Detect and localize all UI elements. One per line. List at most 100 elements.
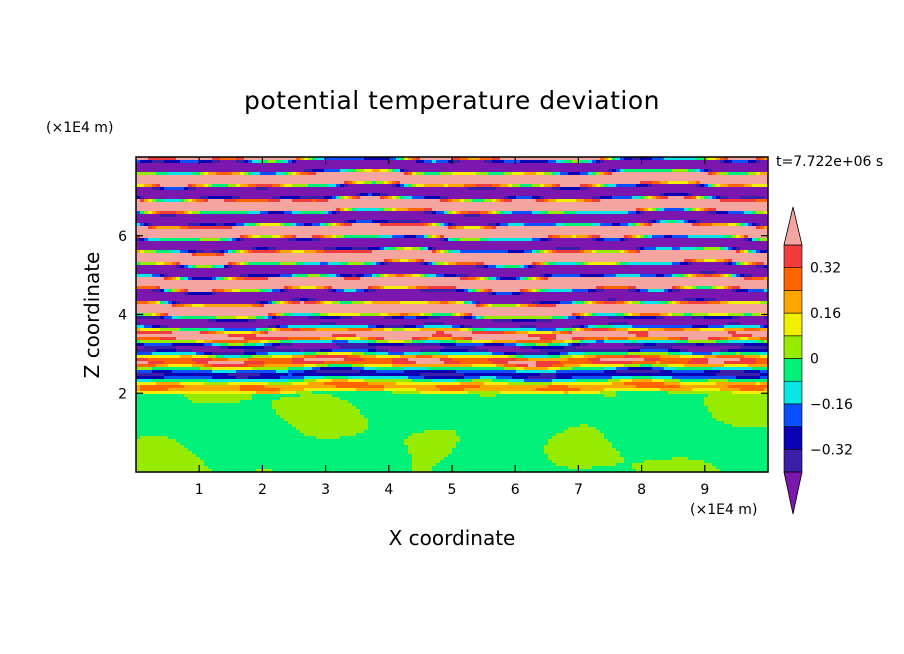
field-cell xyxy=(200,157,205,161)
field-cell xyxy=(528,166,533,170)
field-cell xyxy=(248,175,253,179)
field-cell xyxy=(712,169,717,173)
field-cell xyxy=(452,166,457,170)
field-cell xyxy=(652,172,657,176)
field-cell xyxy=(580,175,585,179)
field-cell xyxy=(224,157,229,161)
field-cell xyxy=(136,172,141,176)
field-cell xyxy=(704,163,709,167)
field-cell xyxy=(476,172,481,176)
field-cell xyxy=(596,172,601,176)
field-cell xyxy=(752,163,757,167)
field-cell xyxy=(728,172,733,176)
field-cell xyxy=(392,172,397,176)
field-cell xyxy=(392,169,397,173)
field-cell xyxy=(532,166,537,170)
field-cell xyxy=(468,166,473,170)
field-cell xyxy=(452,157,457,161)
field-cell xyxy=(532,175,537,179)
field-cell xyxy=(504,157,509,161)
field-cell xyxy=(680,169,685,173)
field-cell xyxy=(240,163,245,167)
field-cell xyxy=(676,175,681,179)
field-cell xyxy=(544,175,549,179)
field-cell xyxy=(216,160,221,164)
field-cell xyxy=(716,175,721,179)
field-cell xyxy=(176,157,181,161)
field-cell xyxy=(468,163,473,167)
field-cell xyxy=(364,175,369,179)
field-cell xyxy=(156,169,161,173)
field-cell xyxy=(568,172,573,176)
field-cell xyxy=(752,166,757,170)
field-cell xyxy=(688,169,693,173)
field-cell xyxy=(668,160,673,164)
field-cell xyxy=(664,169,669,173)
field-cell xyxy=(344,160,349,164)
field-cell xyxy=(536,175,541,179)
field-cell xyxy=(356,169,361,173)
field-cell xyxy=(160,169,165,173)
field-cell xyxy=(196,160,201,164)
field-cell xyxy=(324,160,329,164)
field-cell xyxy=(420,172,425,176)
field-cell xyxy=(304,166,309,170)
field-cell xyxy=(372,172,377,176)
field-cell xyxy=(340,169,345,173)
field-cell xyxy=(624,157,629,161)
field-cell xyxy=(236,160,241,164)
field-cell xyxy=(400,175,405,179)
field-cell xyxy=(224,163,229,167)
field-cell xyxy=(136,175,141,179)
field-cell xyxy=(300,163,305,167)
field-cell xyxy=(464,160,469,164)
field-cell xyxy=(448,163,453,167)
field-cell xyxy=(668,163,673,167)
field-cell xyxy=(216,172,221,176)
field-cell xyxy=(672,157,677,161)
field-cell xyxy=(272,160,277,164)
field-cell xyxy=(544,169,549,173)
field-cell xyxy=(500,157,505,161)
field-cell xyxy=(536,163,541,167)
field-cell xyxy=(568,163,573,167)
field-cell xyxy=(436,157,441,161)
field-cell xyxy=(572,175,577,179)
field-cell xyxy=(660,157,665,161)
field-cell xyxy=(760,160,765,164)
field-cell xyxy=(252,175,257,179)
field-cell xyxy=(392,160,397,164)
field-cell xyxy=(340,157,345,161)
field-cell xyxy=(592,163,597,167)
field-cell xyxy=(640,160,645,164)
field-cell xyxy=(448,157,453,161)
field-cell xyxy=(344,172,349,176)
field-cell xyxy=(248,172,253,176)
field-cell xyxy=(496,160,501,164)
field-cell xyxy=(412,175,417,179)
field-cell xyxy=(440,172,445,176)
field-cell xyxy=(280,163,285,167)
field-cell xyxy=(180,163,185,167)
field-cell xyxy=(544,157,549,161)
field-cell xyxy=(524,172,529,176)
field-cell xyxy=(504,160,509,164)
field-cell xyxy=(516,175,521,179)
field-cell xyxy=(144,157,149,161)
field-cell xyxy=(152,172,157,176)
field-cell xyxy=(612,166,617,170)
field-cell xyxy=(468,169,473,173)
field-cell xyxy=(320,166,325,170)
field-cell xyxy=(144,169,149,173)
field-cell xyxy=(420,169,425,173)
field-cell xyxy=(672,175,677,179)
field-cell xyxy=(620,163,625,167)
field-cell xyxy=(552,160,557,164)
field-cell xyxy=(212,169,217,173)
field-cell xyxy=(320,175,325,179)
field-cell xyxy=(408,166,413,170)
field-cell xyxy=(764,163,768,167)
field-cell xyxy=(684,157,689,161)
field-cell xyxy=(520,172,525,176)
field-cell xyxy=(340,163,345,167)
